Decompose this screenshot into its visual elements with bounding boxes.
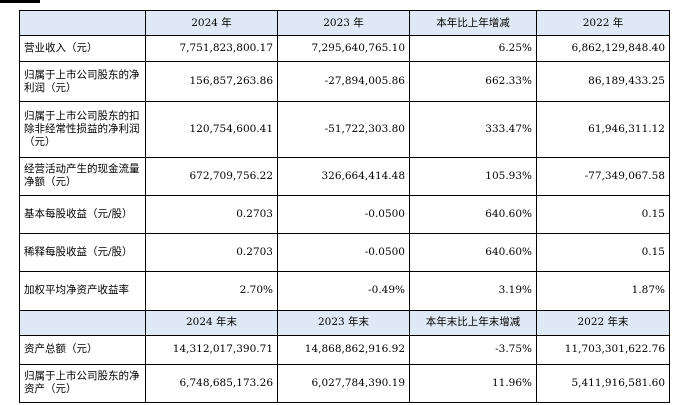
value-change: 333.47% (409, 101, 537, 158)
header-2022: 2022 年 (536, 9, 670, 37)
row-label: 经营活动产生的现金流量净额（元） (19, 156, 146, 196)
header-2024: 2024 年 (145, 9, 278, 37)
value-change: 640.60% (409, 194, 537, 235)
value-2022: 6,862,129,848.40 (536, 35, 670, 62)
value-2023: -27,894,005.86 (277, 60, 410, 103)
value-change: 3.19% (409, 271, 537, 311)
row-label: 资产总额（元） (19, 334, 146, 365)
value-2023: 6,027,784,390.19 (277, 363, 410, 404)
value-2023: 14,868,862,916.92 (277, 334, 410, 365)
value-change: 640.60% (409, 233, 537, 273)
table-row: 基本每股收益（元/股） 0.2703 -0.0500 640.60% 0.15 (19, 194, 670, 235)
row-label: 加权平均净资产收益率 (19, 271, 146, 311)
header-row-top: 2024 年 2023 年 本年比上年增减 2022 年 (19, 9, 670, 37)
header-label-cell (19, 9, 146, 37)
value-2023: 7,295,640,765.10 (277, 35, 410, 62)
table-row: 加权平均净资产收益率 2.70% -0.49% 3.19% 1.87% (19, 271, 670, 311)
row-label: 归属于上市公司股东的净资产（元） (19, 363, 146, 404)
value-2024: 2.70% (145, 271, 278, 311)
row-label: 营业收入（元） (19, 35, 146, 62)
header-row-bottom: 2024 年末 2023 年末 本年末比上年末增减 2022 年末 (19, 309, 670, 336)
value-2023: 326,664,414.48 (277, 156, 410, 196)
value-2024: 14,312,017,390.71 (145, 334, 278, 365)
value-2023: -0.49% (277, 271, 410, 311)
row-label: 归属于上市公司股东的净利润（元） (19, 60, 146, 103)
row-label: 归属于上市公司股东的扣除非经常性损益的净利润（元） (19, 101, 146, 158)
value-2022: 0.15 (536, 233, 670, 273)
value-change: 11.96% (409, 363, 537, 404)
value-2022: -77,349,067.58 (536, 156, 670, 196)
table-row: 稀释每股收益（元/股） 0.2703 -0.0500 640.60% 0.15 (19, 233, 670, 273)
value-2022: 1.87% (536, 271, 670, 311)
value-2024: 672,709,756.22 (145, 156, 278, 196)
value-2023: -51,722,303.80 (277, 101, 410, 158)
value-change: 662.33% (409, 60, 537, 103)
header-change-end: 本年末比上年末增减 (409, 309, 537, 336)
value-change: 6.25% (409, 35, 537, 62)
header-2022-end: 2022 年末 (536, 309, 670, 336)
table-row: 归属于上市公司股东的净资产（元） 6,748,685,173.26 6,027,… (19, 363, 670, 404)
value-2024: 120,754,600.41 (145, 101, 278, 158)
table-row: 经营活动产生的现金流量净额（元） 672,709,756.22 326,664,… (19, 156, 670, 196)
value-2024: 0.2703 (145, 233, 278, 273)
table-row: 归属于上市公司股东的净利润（元） 156,857,263.86 -27,894,… (19, 60, 670, 103)
value-change: 105.93% (409, 156, 537, 196)
value-change: -3.75% (409, 334, 537, 365)
table-row: 归属于上市公司股东的扣除非经常性损益的净利润（元） 120,754,600.41… (19, 101, 670, 158)
header-change: 本年比上年增减 (409, 9, 537, 37)
value-2024: 0.2703 (145, 194, 278, 235)
top-decoration-bar (0, 0, 40, 3)
value-2022: 86,189,433.25 (536, 60, 670, 103)
table-row: 营业收入（元） 7,751,823,800.17 7,295,640,765.1… (19, 35, 670, 62)
value-2022: 61,946,311.12 (536, 101, 670, 158)
header-2023: 2023 年 (277, 9, 410, 37)
header-label-cell (19, 309, 146, 336)
value-2024: 6,748,685,173.26 (145, 363, 278, 404)
table-row: 资产总额（元） 14,312,017,390.71 14,868,862,916… (19, 334, 670, 365)
value-2022: 5,411,916,581.60 (536, 363, 670, 404)
row-label: 稀释每股收益（元/股） (19, 233, 146, 273)
header-2024-end: 2024 年末 (145, 309, 278, 336)
row-label: 基本每股收益（元/股） (19, 194, 146, 235)
value-2022: 11,703,301,622.76 (536, 334, 670, 365)
header-2023-end: 2023 年末 (277, 309, 410, 336)
value-2024: 7,751,823,800.17 (145, 35, 278, 62)
value-2024: 156,857,263.86 (145, 60, 278, 103)
financial-indicators-table: 2024 年 2023 年 本年比上年增减 2022 年 营业收入（元） 7,7… (19, 9, 670, 404)
value-2023: -0.0500 (277, 194, 410, 235)
value-2022: 0.15 (536, 194, 670, 235)
value-2023: -0.0500 (277, 233, 410, 273)
